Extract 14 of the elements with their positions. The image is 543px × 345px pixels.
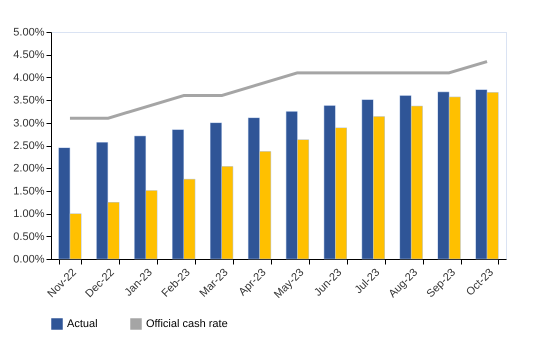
legend-label: Actual <box>67 318 98 330</box>
y-tick-label: 2.00% <box>13 162 45 175</box>
y-tick-label: 1.50% <box>13 185 45 198</box>
y-tick-label: 0.00% <box>13 254 45 266</box>
y-tick-label: 1.00% <box>13 208 45 220</box>
y-tick-label: 0.50% <box>13 230 45 243</box>
legend-label: Official cash rate <box>146 318 228 330</box>
y-tick-label: 3.00% <box>13 117 45 130</box>
y-tick-label: 4.00% <box>13 72 45 84</box>
y-tick-label: 3.50% <box>13 94 45 107</box>
line-series <box>68 60 489 120</box>
y-tick-label: 5.00% <box>13 26 45 38</box>
y-tick-label: 2.50% <box>13 140 45 152</box>
y-tick-label: 4.50% <box>13 49 45 62</box>
